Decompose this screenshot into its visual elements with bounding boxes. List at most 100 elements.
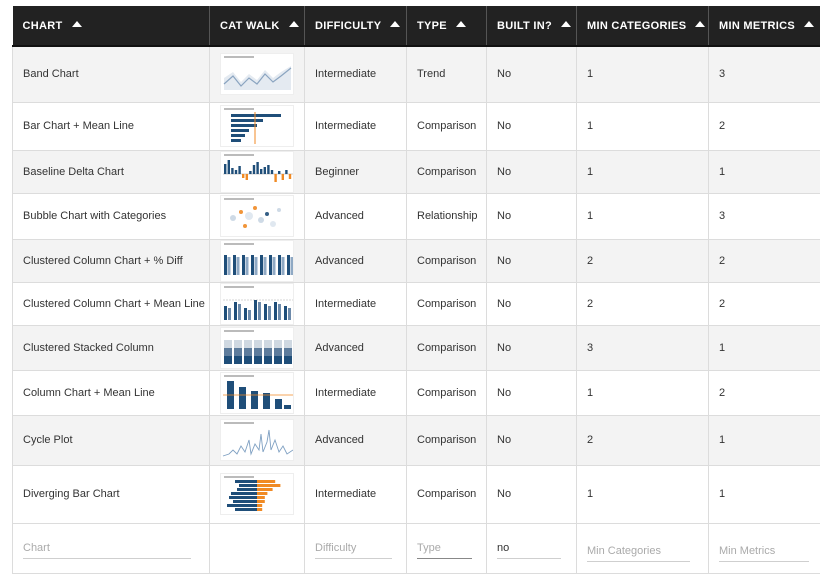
type-cell: Comparison [407, 465, 487, 523]
chart-name-cell: Diverging Bar Chart [13, 465, 210, 523]
type-cell: Relationship [407, 193, 487, 239]
cat-walk-cell [210, 282, 305, 325]
column-header-min-categories[interactable]: MIN CATEGORIES [577, 6, 709, 46]
min-metrics-filter-cell [709, 523, 820, 573]
bar-chart-mean-line-thumbnail[interactable] [220, 105, 294, 147]
diverging-bar-chart-thumbnail[interactable] [220, 473, 294, 515]
sort-ascending-icon[interactable] [72, 21, 82, 27]
difficulty-cell: Advanced [305, 415, 407, 465]
column-chart-mean-line-thumbnail[interactable] [220, 372, 294, 414]
column-header-min-metrics[interactable]: MIN METRICS [709, 6, 820, 46]
difficulty-cell: Advanced [305, 239, 407, 282]
type-cell: Comparison [407, 282, 487, 325]
column-header-built-in[interactable]: BUILT IN? [487, 6, 577, 46]
cat-walk-cell [210, 102, 305, 150]
column-header-label: CHART [23, 20, 63, 32]
type-cell: Comparison [407, 370, 487, 415]
column-header-chart[interactable]: CHART [13, 6, 210, 46]
type-filter-input[interactable] [417, 538, 472, 559]
clustered-column-mean-thumbnail[interactable] [220, 283, 294, 325]
column-header-difficulty[interactable]: DIFFICULTY [305, 6, 407, 46]
sort-ascending-icon[interactable] [695, 21, 705, 27]
chart-name-cell: Clustered Column Chart + % Diff [13, 239, 210, 282]
built-in-cell: No [487, 282, 577, 325]
difficulty-cell: Advanced [305, 193, 407, 239]
built-in-cell: No [487, 150, 577, 193]
min-metrics-cell: 1 [709, 150, 820, 193]
thumbnail-image [221, 106, 294, 147]
sort-ascending-icon[interactable] [456, 21, 466, 27]
thumbnail-image [221, 373, 294, 414]
difficulty-cell: Intermediate [305, 465, 407, 523]
difficulty-filter-input[interactable] [315, 538, 392, 559]
difficulty-cell: Intermediate [305, 370, 407, 415]
chart-name-cell: Baseline Delta Chart [13, 150, 210, 193]
band-chart-thumbnail[interactable] [220, 53, 294, 95]
difficulty-filter-cell [305, 523, 407, 573]
chart-name-cell: Bubble Chart with Categories [13, 193, 210, 239]
min-categories-cell: 1 [577, 465, 709, 523]
thumbnail-image [221, 152, 294, 193]
min-categories-cell: 1 [577, 193, 709, 239]
min-metrics-cell: 3 [709, 193, 820, 239]
min-metrics-cell: 2 [709, 102, 820, 150]
cycle-plot-thumbnail[interactable] [220, 419, 294, 461]
chart-name-cell: Clustered Column Chart + Mean Line [13, 282, 210, 325]
built-in-filter-select[interactable]: no [497, 538, 561, 559]
min-metrics-cell: 3 [709, 46, 820, 102]
min-categories-filter-cell [577, 523, 709, 573]
built-in-cell: No [487, 325, 577, 370]
clustered-column-diff-thumbnail[interactable] [220, 240, 294, 282]
column-header-label: CAT WALK [220, 20, 280, 32]
sort-ascending-icon[interactable] [561, 21, 571, 27]
min-categories-cell: 2 [577, 239, 709, 282]
thumbnail-image [221, 196, 294, 237]
type-cell: Comparison [407, 415, 487, 465]
sort-ascending-icon[interactable] [804, 21, 814, 27]
bubble-chart-thumbnail[interactable] [220, 195, 294, 237]
column-header-label: MIN METRICS [719, 20, 795, 32]
chart-name-cell: Cycle Plot [13, 415, 210, 465]
min-categories-filter-input[interactable] [587, 541, 690, 562]
chart-name-cell: Bar Chart + Mean Line [13, 102, 210, 150]
chart-filter-cell [13, 523, 210, 573]
column-header-label: MIN CATEGORIES [587, 20, 686, 32]
thumbnail-image [221, 54, 294, 95]
min-metrics-cell: 2 [709, 282, 820, 325]
type-filter-cell [407, 523, 487, 573]
chart-name-cell: Band Chart [13, 46, 210, 102]
sort-ascending-icon[interactable] [390, 21, 400, 27]
thumbnail-image [221, 241, 294, 282]
difficulty-cell: Beginner [305, 150, 407, 193]
cat-walk-cell [210, 239, 305, 282]
chart-filter-input[interactable] [23, 538, 191, 559]
cat-walk-cell [210, 415, 305, 465]
type-cell: Comparison [407, 325, 487, 370]
min-categories-cell: 1 [577, 46, 709, 102]
sort-ascending-icon[interactable] [289, 21, 299, 27]
baseline-delta-chart-thumbnail[interactable] [220, 151, 294, 193]
cat-walk-cell [210, 325, 305, 370]
min-metrics-filter-input[interactable] [719, 541, 809, 562]
type-cell: Trend [407, 46, 487, 102]
column-header-type[interactable]: TYPE [407, 6, 487, 46]
min-metrics-cell: 1 [709, 325, 820, 370]
column-header-cat-walk[interactable]: CAT WALK [210, 6, 305, 46]
built-in-filter-cell: no [487, 523, 577, 573]
thumbnail-image [221, 328, 294, 369]
type-cell: Comparison [407, 239, 487, 282]
clustered-stacked-column-thumbnail[interactable] [220, 327, 294, 369]
